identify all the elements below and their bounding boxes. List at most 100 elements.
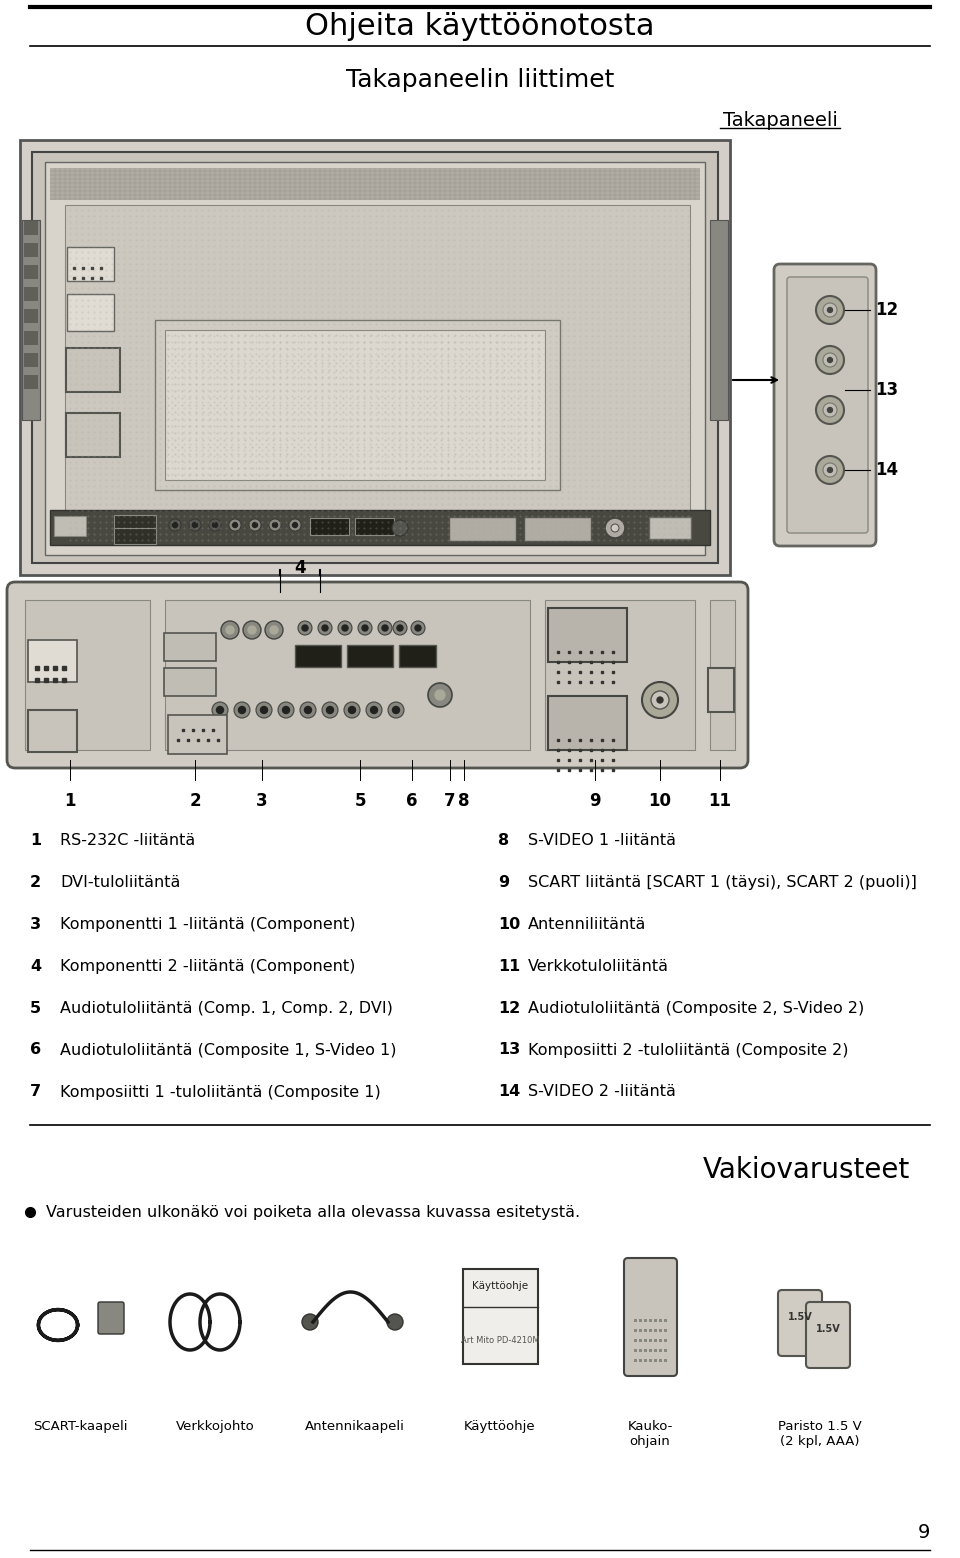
Circle shape	[823, 463, 837, 477]
Text: 11: 11	[498, 958, 520, 974]
Text: SCART-kaapeli: SCART-kaapeli	[33, 1419, 128, 1433]
Circle shape	[388, 703, 404, 718]
Text: 5: 5	[30, 1000, 41, 1016]
FancyBboxPatch shape	[399, 645, 436, 667]
FancyBboxPatch shape	[787, 277, 868, 533]
Bar	[644, 1329, 647, 1332]
Text: Verkkojohto: Verkkojohto	[176, 1419, 254, 1433]
Text: 12: 12	[498, 1000, 520, 1016]
Text: 1: 1	[64, 791, 76, 810]
Text: 6: 6	[406, 791, 418, 810]
Bar	[24, 308, 38, 323]
Bar	[50, 168, 700, 199]
Text: Komponentti 1 -liitäntä (Component): Komponentti 1 -liitäntä (Component)	[60, 916, 355, 932]
FancyBboxPatch shape	[20, 140, 730, 575]
FancyBboxPatch shape	[548, 696, 627, 749]
FancyBboxPatch shape	[168, 715, 227, 754]
Circle shape	[229, 519, 241, 531]
Bar	[24, 221, 38, 235]
Circle shape	[823, 302, 837, 316]
Circle shape	[252, 522, 257, 528]
Circle shape	[816, 296, 844, 324]
Bar	[654, 1320, 657, 1323]
Bar	[45, 162, 705, 555]
Bar	[634, 1320, 637, 1323]
Circle shape	[212, 522, 218, 528]
Bar	[639, 1320, 642, 1323]
FancyBboxPatch shape	[67, 294, 114, 330]
FancyBboxPatch shape	[649, 517, 691, 539]
Bar	[664, 1359, 667, 1362]
Bar	[639, 1349, 642, 1352]
Text: 10: 10	[498, 916, 520, 932]
Text: 9: 9	[918, 1524, 930, 1542]
Bar	[545, 600, 695, 749]
Text: Audiotuloliitäntä (Composite 1, S-Video 1): Audiotuloliitäntä (Composite 1, S-Video …	[60, 1042, 396, 1058]
Circle shape	[238, 706, 246, 714]
Text: 9: 9	[589, 791, 601, 810]
FancyBboxPatch shape	[23, 1245, 138, 1390]
Circle shape	[338, 622, 352, 636]
Text: Käyttöohje: Käyttöohje	[465, 1419, 536, 1433]
Bar	[463, 1270, 538, 1363]
Text: 10: 10	[649, 791, 671, 810]
Circle shape	[366, 703, 382, 718]
Text: S-VIDEO 1 -liitäntä: S-VIDEO 1 -liitäntä	[528, 832, 676, 848]
Text: Audiotuloliitäntä (Comp. 1, Comp. 2, DVI): Audiotuloliitäntä (Comp. 1, Comp. 2, DVI…	[60, 1000, 393, 1016]
FancyBboxPatch shape	[806, 1302, 850, 1368]
Text: 3: 3	[256, 791, 268, 810]
FancyBboxPatch shape	[164, 668, 216, 696]
Circle shape	[248, 626, 256, 634]
FancyBboxPatch shape	[708, 668, 734, 712]
Circle shape	[212, 703, 228, 718]
Circle shape	[428, 682, 452, 707]
Circle shape	[217, 706, 224, 714]
Text: Antenniliitäntä: Antenniliitäntä	[528, 916, 646, 932]
Bar	[24, 265, 38, 279]
Bar	[634, 1349, 637, 1352]
Circle shape	[326, 706, 333, 714]
Text: 14: 14	[875, 461, 899, 478]
Circle shape	[828, 357, 832, 363]
Text: 13: 13	[875, 382, 899, 399]
Circle shape	[816, 346, 844, 374]
Bar	[644, 1338, 647, 1341]
Circle shape	[397, 625, 403, 631]
Text: 11: 11	[708, 791, 732, 810]
Text: 1.5V: 1.5V	[787, 1312, 812, 1323]
Text: 7: 7	[30, 1084, 41, 1100]
FancyBboxPatch shape	[347, 645, 393, 667]
FancyBboxPatch shape	[524, 517, 591, 541]
FancyBboxPatch shape	[778, 1290, 822, 1355]
Text: 4: 4	[30, 958, 41, 974]
FancyBboxPatch shape	[98, 1302, 124, 1334]
Text: Antennikaapeli: Antennikaapeli	[305, 1419, 405, 1433]
Circle shape	[189, 519, 201, 531]
Text: 6: 6	[30, 1042, 41, 1058]
Circle shape	[322, 703, 338, 718]
FancyBboxPatch shape	[28, 710, 77, 753]
Bar	[654, 1359, 657, 1362]
Bar	[50, 509, 710, 545]
Bar	[710, 220, 728, 421]
Bar	[22, 220, 40, 421]
Circle shape	[358, 622, 372, 636]
Circle shape	[362, 625, 368, 631]
Bar	[664, 1349, 667, 1352]
Circle shape	[828, 408, 832, 413]
Bar	[65, 206, 690, 545]
FancyBboxPatch shape	[164, 633, 216, 661]
FancyBboxPatch shape	[7, 583, 748, 768]
FancyBboxPatch shape	[67, 248, 114, 280]
Bar	[659, 1359, 662, 1362]
Circle shape	[392, 520, 408, 536]
Text: S-VIDEO 2 -liitäntä: S-VIDEO 2 -liitäntä	[528, 1084, 676, 1100]
Text: Takapaneeli: Takapaneeli	[723, 111, 837, 129]
Bar	[649, 1329, 652, 1332]
Text: Takapaneelin liittimet: Takapaneelin liittimet	[346, 69, 614, 92]
Circle shape	[318, 622, 332, 636]
FancyBboxPatch shape	[295, 645, 341, 667]
Text: DVI-tuloliitäntä: DVI-tuloliitäntä	[60, 874, 180, 890]
Bar	[639, 1359, 642, 1362]
Bar	[659, 1349, 662, 1352]
